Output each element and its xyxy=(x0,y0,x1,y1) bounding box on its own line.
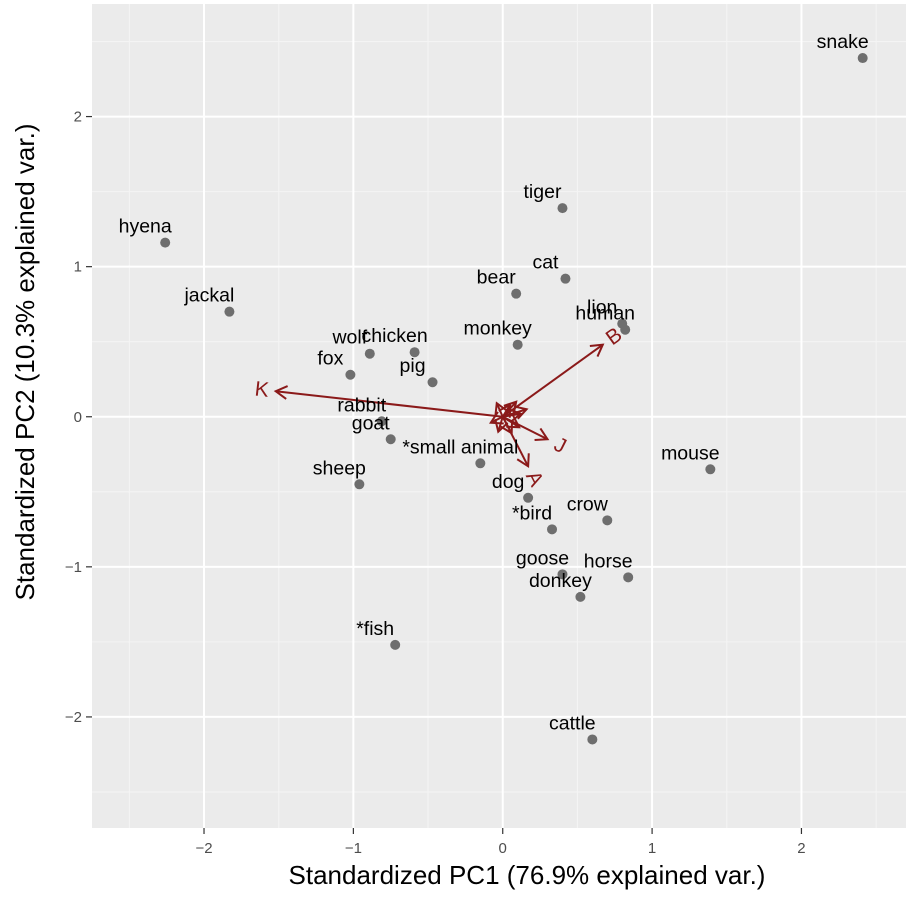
loading-label: K xyxy=(254,377,270,401)
loading-arrow-shaft xyxy=(502,415,520,429)
y-tick-label: 1 xyxy=(74,259,82,276)
loading-arrow-head xyxy=(500,420,514,436)
point-label: monkey xyxy=(464,318,533,340)
data-point xyxy=(557,203,568,214)
data-point xyxy=(364,348,375,359)
data-point xyxy=(345,369,356,380)
y-tick-label: 0 xyxy=(74,409,82,426)
loading-arrow-shaft xyxy=(275,390,503,418)
loading-arrow xyxy=(494,416,509,434)
data-point xyxy=(575,591,586,602)
data-point xyxy=(705,464,716,475)
x-tick-label: 2 xyxy=(797,840,805,857)
data-point xyxy=(587,734,598,745)
point-label: *small animal xyxy=(402,436,518,458)
data-point xyxy=(390,639,401,650)
data-point xyxy=(602,515,613,526)
point-label: human xyxy=(575,303,635,325)
data-point xyxy=(409,347,420,358)
point-label: chicken xyxy=(362,325,428,347)
point-label: cat xyxy=(532,252,559,274)
x-tick-labels: −2 −1 0 1 2 xyxy=(195,840,805,857)
point-label: *bird xyxy=(512,502,552,524)
loading-arrow-head xyxy=(503,400,518,415)
point-label: dog xyxy=(492,471,525,493)
data-point xyxy=(511,288,522,299)
x-axis-title: Standardized PC1 (76.9% explained var.) xyxy=(289,860,766,890)
data-point xyxy=(376,416,387,427)
loading-arrow-head xyxy=(589,343,605,357)
data-point xyxy=(857,53,868,64)
point-label: rabbit xyxy=(337,394,386,416)
data-point xyxy=(557,569,568,580)
loading-arrow-shaft xyxy=(495,402,504,418)
loading-arrow-shaft xyxy=(502,343,604,418)
data-point xyxy=(623,572,634,583)
data-point xyxy=(560,273,571,284)
loading-arrow xyxy=(500,416,514,436)
loading-arrow-head xyxy=(488,411,504,425)
data-points xyxy=(160,53,868,745)
point-label: cattle xyxy=(549,712,596,734)
loading-arrow: K xyxy=(254,377,503,418)
point-label: sheep xyxy=(313,457,366,479)
point-label: goat xyxy=(352,412,391,434)
loading-arrow-shaft xyxy=(501,416,513,434)
loading-arrow xyxy=(502,415,521,429)
point-label: crow xyxy=(567,493,609,515)
point-label: fox xyxy=(317,348,343,370)
point-label: horse xyxy=(584,550,633,572)
point-label: bear xyxy=(477,267,517,289)
loading-arrow-shaft xyxy=(490,415,504,424)
y-tick-label: −2 xyxy=(65,709,82,726)
point-label: hyena xyxy=(119,216,172,238)
loading-arrow-head xyxy=(498,403,512,418)
point-label: lion xyxy=(587,297,617,319)
y-tick-label: −1 xyxy=(65,559,82,576)
y-tick-label: 2 xyxy=(74,109,82,126)
x-tick-label: 0 xyxy=(499,840,507,857)
data-point xyxy=(385,434,396,445)
x-tick-label: −2 xyxy=(195,840,212,857)
point-label: tiger xyxy=(524,181,562,203)
data-point xyxy=(224,306,235,317)
y-axis-title: Standardized PC2 (10.3% explained var.) xyxy=(10,124,40,601)
data-point xyxy=(547,524,558,535)
data-point xyxy=(475,458,486,469)
loading-arrow xyxy=(488,411,504,425)
x-tick-label: −1 xyxy=(345,840,362,857)
point-label: *fish xyxy=(356,618,394,640)
loading-arrow-shaft xyxy=(497,416,504,433)
y-tick-labels: −2 −1 0 1 2 xyxy=(65,109,82,726)
loading-arrow-head xyxy=(516,453,530,469)
axis-ticks xyxy=(86,115,803,834)
loading-arrow-head xyxy=(494,401,508,417)
data-point xyxy=(427,377,438,388)
point-label: jackal xyxy=(183,285,234,307)
loading-arrow-head xyxy=(506,415,521,429)
point-label: wolf xyxy=(331,327,367,349)
loading-arrow-head xyxy=(513,405,529,420)
data-point xyxy=(160,237,171,248)
loading-arrow-shaft xyxy=(502,412,521,418)
data-point xyxy=(354,479,365,490)
point-label: donkey xyxy=(529,570,592,592)
x-tick-label: 1 xyxy=(648,840,656,857)
point-label: mouse xyxy=(661,442,720,464)
loading-arrow-head xyxy=(534,427,550,442)
loading-arrow-head xyxy=(273,385,289,400)
point-label: goose xyxy=(516,547,569,569)
loading-arrow xyxy=(494,401,508,418)
loading-arrow-head xyxy=(494,418,509,434)
point-label: pig xyxy=(400,355,426,377)
point-label: snake xyxy=(817,31,869,53)
data-point xyxy=(512,339,523,350)
data-point xyxy=(620,324,631,335)
data-point xyxy=(523,492,534,503)
